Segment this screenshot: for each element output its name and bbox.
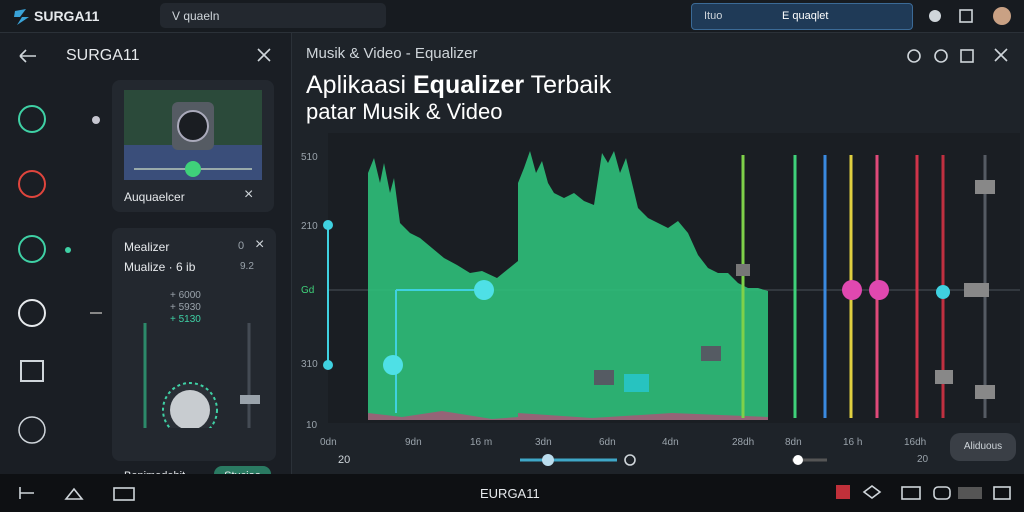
x-label: 6dn bbox=[599, 437, 616, 448]
preview-image bbox=[124, 90, 262, 180]
top-bar: SURGA11 V quaeln Ituo E quaqlet bbox=[0, 0, 1024, 33]
brand: SURGA11 bbox=[34, 8, 100, 24]
x-label: 9dn bbox=[405, 437, 422, 448]
eq-node[interactable] bbox=[383, 355, 403, 375]
x-label: 0dn bbox=[320, 437, 337, 448]
window-controls[interactable] bbox=[902, 45, 1017, 67]
action-button[interactable]: Aliduous bbox=[950, 433, 1016, 461]
search-box[interactable]: V quaeln bbox=[160, 3, 386, 28]
subheading: patar Musik & Video bbox=[306, 99, 503, 124]
x-label: 4dn bbox=[662, 437, 679, 448]
tray-icons[interactable] bbox=[834, 482, 1014, 506]
spectrum bbox=[368, 151, 768, 420]
x-label: 3dn bbox=[535, 437, 552, 448]
y-label: 510 bbox=[301, 152, 318, 163]
readout: + 5930 bbox=[170, 302, 201, 313]
fader[interactable] bbox=[594, 370, 614, 385]
field-left: Ituo bbox=[704, 10, 723, 22]
x-sub-label: 20 bbox=[917, 454, 929, 465]
taskbar-title: EURGA11 bbox=[480, 486, 540, 501]
mixer-badge: 0 bbox=[238, 240, 245, 252]
x-label: 16dh bbox=[904, 437, 927, 448]
x-label: 8dn bbox=[785, 437, 802, 448]
y-label: Gd bbox=[301, 285, 315, 296]
close-icon[interactable]: × bbox=[244, 186, 254, 203]
preview-label: Auquaelcer bbox=[124, 190, 185, 204]
sidebar-title: SURGA11 bbox=[66, 47, 140, 64]
sidebar-icons bbox=[18, 48, 271, 444]
mixer-value: 9.2 bbox=[240, 261, 254, 272]
address-box[interactable]: Ituo E quaqlet bbox=[691, 3, 913, 30]
field-right: E quaqlet bbox=[782, 10, 829, 22]
eq-node[interactable] bbox=[474, 280, 494, 300]
mixer-controls[interactable] bbox=[112, 318, 276, 428]
x-label: 28dh bbox=[732, 437, 755, 448]
x-label: 16 h bbox=[843, 437, 863, 448]
nav-buttons[interactable] bbox=[14, 483, 144, 505]
y-label: 210 bbox=[301, 221, 318, 232]
main-panel: Musik & Video - Equalizer Aplikaasi Equa… bbox=[292, 33, 1024, 474]
logo bbox=[14, 9, 29, 25]
bottom-bar: EURGA11 bbox=[0, 474, 1024, 512]
x-label: 16 m bbox=[470, 437, 493, 448]
fader[interactable] bbox=[701, 346, 721, 361]
readout: + 6000 bbox=[170, 290, 201, 301]
sidebar: SURGA11 Auquaelcer × Mealizer 0 × Mualiz… bbox=[0, 33, 292, 486]
heading-bold: Equalizer bbox=[413, 71, 525, 99]
top-icons[interactable] bbox=[925, 6, 1015, 28]
heading-part: Aplikaasi bbox=[306, 71, 413, 99]
mixer-card: Mealizer 0 × Mualize · 6 ib 9.2 + 6000 +… bbox=[112, 228, 276, 486]
spectrum-base bbox=[368, 411, 768, 420]
y-label: 10 bbox=[306, 420, 318, 431]
close-icon[interactable]: × bbox=[255, 236, 265, 253]
readout: + 5130 bbox=[170, 314, 201, 325]
heading: Aplikaasi Equalizer Terbaik bbox=[306, 71, 611, 100]
mixer-title: Mealizer bbox=[124, 240, 170, 254]
y-label: 310 bbox=[301, 359, 318, 370]
slider-knob[interactable] bbox=[323, 360, 333, 370]
preview-card[interactable]: Auquaelcer × bbox=[112, 80, 274, 212]
search-text: V quaeln bbox=[172, 9, 220, 23]
mixer-subtitle: Mualize · 6 ib bbox=[124, 260, 196, 274]
x-sub-label: 20 bbox=[338, 454, 351, 466]
slider-knob[interactable] bbox=[323, 220, 333, 230]
window-title: Musik & Video - Equalizer bbox=[306, 45, 478, 62]
heading-part: Terbaik bbox=[524, 71, 612, 99]
fader[interactable] bbox=[624, 374, 649, 392]
equalizer-view bbox=[323, 133, 1020, 466]
